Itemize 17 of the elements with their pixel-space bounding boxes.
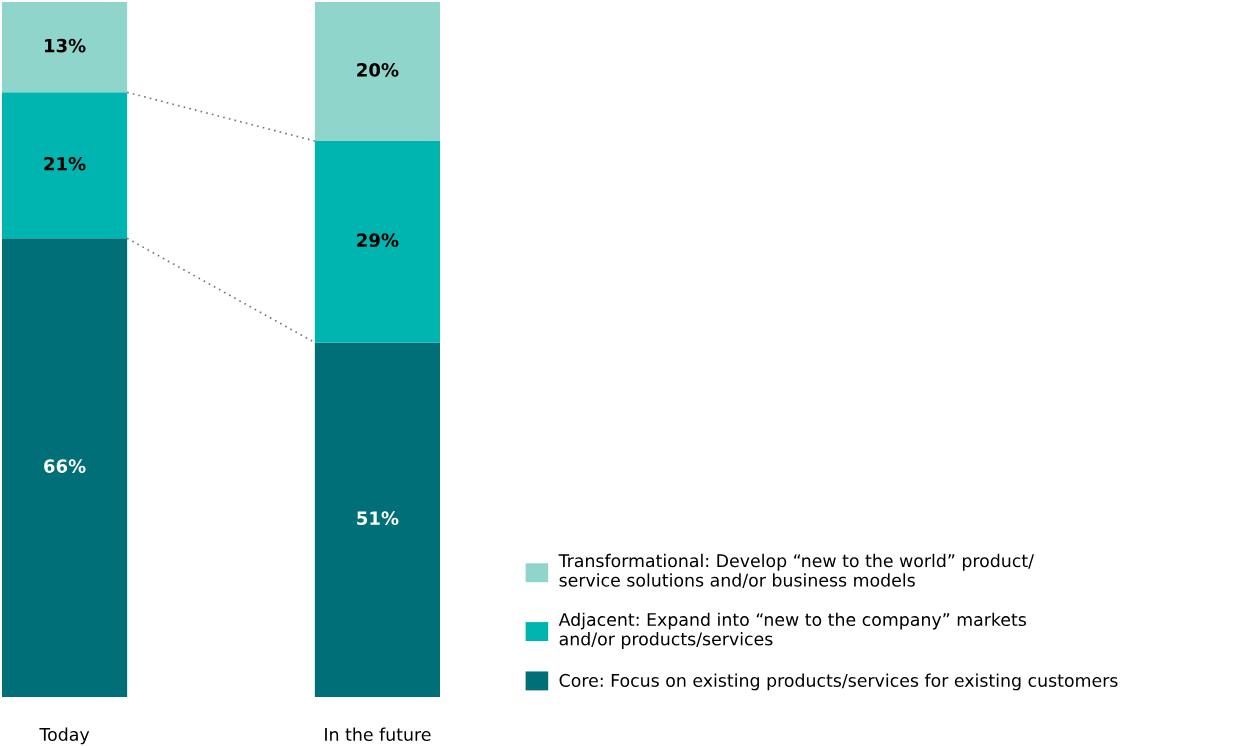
legend-label: Transformational: Develop “new to the world” product/ service solutions and/or business models	[558, 553, 1034, 589]
bar	[314, 342, 440, 697]
bar	[2, 238, 128, 697]
data-label: 13%	[45, 38, 86, 53]
bar	[2, 92, 128, 239]
data-label: 66%	[44, 459, 86, 473]
bar	[314, 141, 440, 343]
data-label: 29%	[357, 233, 399, 248]
data-label: 20%	[357, 63, 399, 77]
data-label: 51%	[357, 511, 399, 526]
x-tick-label: In the future	[325, 727, 431, 741]
bar	[2, 2, 128, 93]
legend-label: Adjacent: Expand into “new to the company” markets and/or products/services	[558, 612, 1027, 649]
data-label: 21%	[44, 156, 86, 171]
x-tick-label: Today	[39, 727, 90, 745]
legend-label: Core: Focus on existing products/services for existing customers	[559, 673, 1118, 691]
bar	[314, 2, 440, 141]
